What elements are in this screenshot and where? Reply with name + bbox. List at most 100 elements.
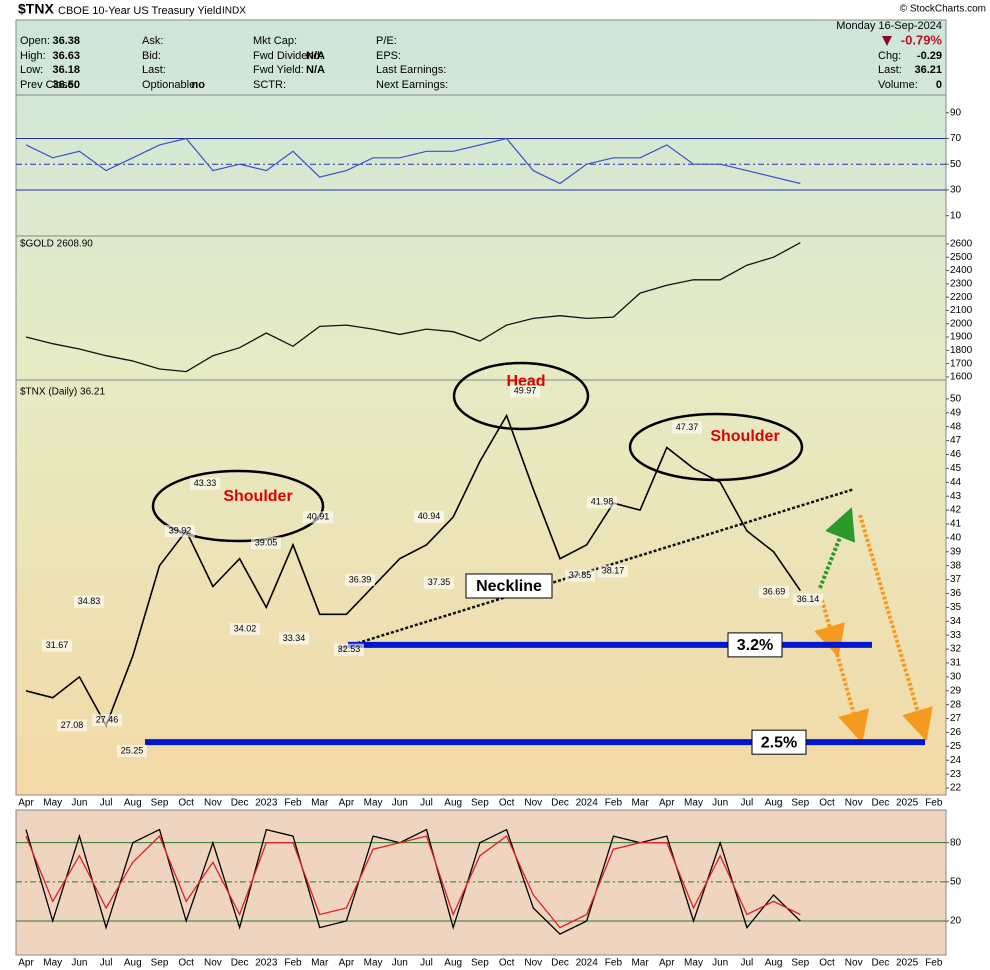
arrow [835, 653, 870, 744]
x-tick-label: Dec [872, 958, 890, 969]
label-box [727, 632, 783, 658]
x-tick-label: Jul [100, 798, 113, 809]
down-arrow [882, 36, 892, 46]
x-tick-label: Mar [631, 958, 649, 969]
exchange: INDX [222, 6, 246, 17]
y-tick-label: 39 [950, 546, 962, 557]
price-label: 27.46 [96, 715, 119, 725]
y-tick-label: 2200 [950, 292, 973, 303]
field-label: Low: [20, 64, 43, 76]
y-tick-label: 46 [950, 449, 962, 460]
x-tick-label: Apr [339, 798, 355, 809]
y-tick-label: 35 [950, 602, 962, 613]
line [25, 413, 801, 728]
x-tick-label: Mar [311, 798, 329, 809]
y-tick-label: 10 [950, 210, 962, 221]
arrow [858, 514, 933, 742]
x-tick-label: Jun [392, 958, 408, 969]
y-tick-label: 50 [950, 394, 962, 405]
y-tick-label: 43 [950, 491, 962, 502]
x-tick-label: Feb [605, 958, 623, 969]
price-label: 39.05 [255, 537, 278, 547]
x-tick-label: Sep [791, 958, 809, 969]
x-tick-label: 2025 [896, 798, 919, 809]
x-tick-label: Oct [499, 958, 515, 969]
y-tick-label: 45 [950, 463, 962, 474]
x-tick-label: May [43, 798, 62, 809]
field-label: Last: [878, 64, 902, 76]
y-tick-label: 2500 [950, 252, 973, 263]
x-tick-label: Feb [284, 958, 302, 969]
y-tick-label: 28 [950, 699, 962, 710]
price-label-bg [279, 632, 309, 645]
symbol-name: CBOE 10-Year US Treasury Yield [58, 5, 221, 17]
x-tick-label: Nov [204, 958, 222, 969]
field-value: 36.63 [52, 50, 80, 62]
x-tick-label: Aug [124, 798, 142, 809]
y-tick-label: 27 [950, 713, 962, 724]
x-tick-label: Apr [659, 958, 675, 969]
y-tick-label: 90 [950, 107, 962, 118]
price-label-bg [414, 510, 444, 523]
x-tick-label: Oct [819, 958, 835, 969]
price-label: 37.35 [428, 577, 451, 587]
annotation: Shoulder [223, 488, 292, 505]
x-tick-label: Aug [765, 958, 783, 969]
field-label: Fwd Dividend: [253, 50, 323, 62]
y-tick-label: 2100 [950, 305, 973, 316]
price-label: 32.53 [338, 644, 361, 654]
y-tick-label: 36 [950, 588, 962, 599]
y-tick-label: 26 [950, 727, 962, 738]
price-label: 43.33 [194, 478, 217, 488]
x-tick-label: Dec [551, 958, 569, 969]
y-tick-label: 30 [950, 185, 962, 196]
price-label: 37.85 [569, 570, 592, 580]
x-tick-label: Apr [18, 798, 34, 809]
x-tick-label: Feb [925, 798, 943, 809]
x-tick-label: Nov [845, 958, 863, 969]
price-label: 25.25 [121, 745, 144, 755]
price-label-bg [565, 569, 595, 582]
x-tick-label: Feb [605, 798, 623, 809]
change-pct: -0.79% [901, 32, 943, 47]
price-label-bg [303, 511, 333, 524]
ellipse [151, 469, 325, 543]
x-tick-label: Jul [420, 958, 433, 969]
field-value: 36.50 [52, 79, 80, 91]
x-tick-label: Nov [524, 958, 542, 969]
price-label: 40.91 [307, 512, 330, 522]
y-tick-label: 70 [950, 133, 962, 144]
field-label: Mkt Cap: [253, 35, 297, 47]
y-tick-label: 44 [950, 477, 962, 488]
price-label-bg [230, 622, 260, 635]
x-tick-label: May [684, 958, 703, 969]
y-tick-label: 31 [950, 658, 962, 669]
y-tick-label: 42 [950, 505, 962, 516]
price-label: 49.97 [514, 386, 537, 396]
y-tick-label: 29 [950, 685, 962, 696]
x-tick-label: May [364, 798, 383, 809]
x-tick-label: Oct [178, 798, 194, 809]
y-tick-label: 34 [950, 616, 962, 627]
field-label: Next Earnings: [376, 79, 448, 91]
x-tick-label: Nov [524, 798, 542, 809]
x-tick-label: Jun [712, 958, 728, 969]
date: Monday 16-Sep-2024 [836, 20, 942, 32]
field-label: EPS: [376, 50, 401, 62]
y-tick-label: 2400 [950, 265, 973, 276]
x-tick-label: 2025 [896, 958, 919, 969]
field-label: Bid: [142, 50, 161, 62]
field-label: Chg: [878, 50, 901, 62]
field-value: 0 [936, 79, 942, 91]
arrow [814, 599, 845, 658]
x-tick-label: Sep [151, 798, 169, 809]
price-label-bg [92, 714, 122, 727]
price-label-bg [587, 496, 617, 509]
x-tick-label: Aug [444, 798, 462, 809]
neckline-label: Neckline [476, 578, 542, 595]
price-label: 38.17 [602, 566, 625, 576]
x-tick-label: Aug [765, 798, 783, 809]
price-label-bg [598, 565, 628, 578]
x-tick-label: Sep [471, 798, 489, 809]
x-tick-label: Jun [71, 798, 87, 809]
